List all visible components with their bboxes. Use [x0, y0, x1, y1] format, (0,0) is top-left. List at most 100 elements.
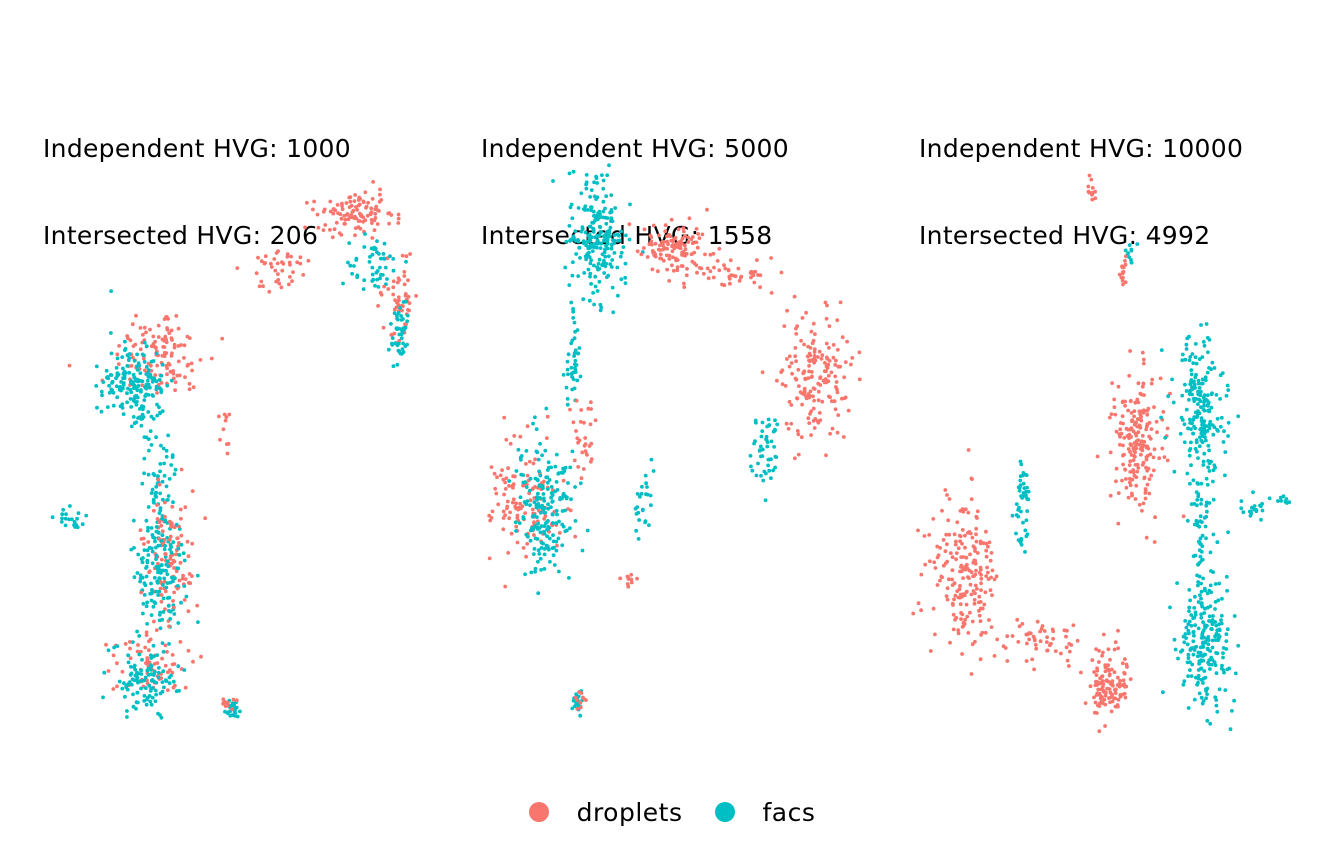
point-droplets: [131, 344, 136, 348]
point-facs: [144, 702, 149, 707]
point-facs: [154, 692, 159, 697]
point-facs: [1208, 583, 1213, 588]
point-droplets: [512, 434, 517, 438]
point-droplets: [978, 600, 983, 604]
point-facs: [549, 491, 554, 495]
point-facs: [598, 302, 603, 307]
point-droplets: [1069, 643, 1074, 647]
point-droplets: [796, 367, 801, 372]
point-facs: [160, 479, 165, 484]
point-droplets: [579, 408, 584, 412]
point-droplets: [667, 232, 671, 237]
point-facs: [143, 675, 148, 680]
point-facs: [1214, 703, 1219, 708]
point-facs: [395, 343, 400, 348]
point-facs: [1021, 471, 1026, 475]
point-facs: [132, 421, 137, 426]
point-facs: [546, 547, 551, 552]
point-facs: [543, 448, 548, 453]
point-droplets: [843, 360, 848, 364]
point-facs: [1196, 402, 1200, 406]
point-droplets: [183, 505, 188, 510]
point-droplets: [159, 593, 164, 597]
point-droplets: [954, 551, 959, 555]
point-droplets: [230, 707, 235, 711]
point-droplets: [675, 268, 680, 273]
point-facs: [171, 679, 176, 684]
point-facs: [572, 386, 577, 391]
point-facs: [1239, 499, 1244, 503]
point-droplets: [301, 273, 306, 277]
point-facs: [348, 263, 353, 268]
point-droplets: [162, 579, 167, 584]
point-droplets: [510, 500, 515, 505]
point-droplets: [697, 236, 702, 241]
point-droplets: [576, 440, 580, 445]
point-droplets: [385, 256, 390, 261]
point-droplets: [1151, 455, 1156, 460]
point-facs: [149, 598, 154, 603]
point-droplets: [1108, 700, 1112, 705]
point-droplets: [1165, 458, 1170, 463]
point-facs: [128, 397, 133, 401]
point-facs: [1219, 618, 1223, 623]
point-facs: [533, 536, 538, 541]
point-facs: [165, 596, 170, 600]
point-facs: [623, 281, 628, 285]
point-droplets: [508, 510, 512, 515]
point-facs: [636, 510, 641, 515]
point-droplets: [402, 282, 407, 287]
point-facs: [142, 456, 147, 461]
point-droplets: [794, 359, 798, 364]
point-droplets: [683, 247, 688, 252]
point-facs: [1213, 607, 1217, 611]
point-facs: [162, 547, 167, 552]
point-droplets: [575, 698, 579, 702]
point-facs: [1204, 503, 1209, 508]
point-droplets: [947, 497, 952, 501]
point-droplets: [348, 195, 353, 200]
point-droplets: [152, 662, 157, 666]
point-facs: [1213, 663, 1218, 668]
point-droplets: [1136, 400, 1141, 405]
point-facs: [362, 278, 367, 283]
point-facs: [580, 548, 585, 553]
point-droplets: [835, 430, 840, 435]
point-droplets: [1098, 693, 1103, 698]
point-droplets: [649, 239, 654, 244]
point-facs: [160, 409, 165, 414]
point-facs: [399, 318, 404, 322]
point-facs: [1202, 586, 1207, 591]
point-facs: [1195, 414, 1200, 419]
point-facs: [549, 505, 553, 510]
point-facs: [1187, 605, 1192, 610]
point-droplets: [169, 522, 174, 527]
point-facs: [564, 239, 569, 244]
point-facs: [378, 265, 382, 270]
point-facs: [546, 465, 551, 470]
point-facs: [535, 515, 539, 519]
point-droplets: [807, 393, 812, 398]
point-facs: [144, 604, 149, 609]
point-facs: [388, 254, 392, 259]
point-facs: [140, 481, 145, 486]
point-facs: [391, 257, 396, 261]
point-facs: [142, 548, 147, 552]
point-droplets: [1128, 427, 1132, 432]
point-facs: [565, 397, 570, 401]
point-droplets: [190, 574, 194, 578]
point-droplets: [256, 255, 260, 260]
point-facs: [574, 252, 579, 256]
point-facs: [573, 519, 578, 523]
point-droplets: [785, 308, 789, 313]
point-droplets: [530, 507, 535, 512]
point-facs: [129, 664, 133, 669]
point-droplets: [970, 642, 975, 647]
point-droplets: [1144, 465, 1148, 470]
point-facs: [1190, 421, 1194, 426]
point-droplets: [793, 354, 798, 359]
point-droplets: [1128, 349, 1132, 353]
point-droplets: [1116, 628, 1120, 633]
point-facs: [569, 300, 574, 305]
point-facs: [391, 268, 396, 273]
